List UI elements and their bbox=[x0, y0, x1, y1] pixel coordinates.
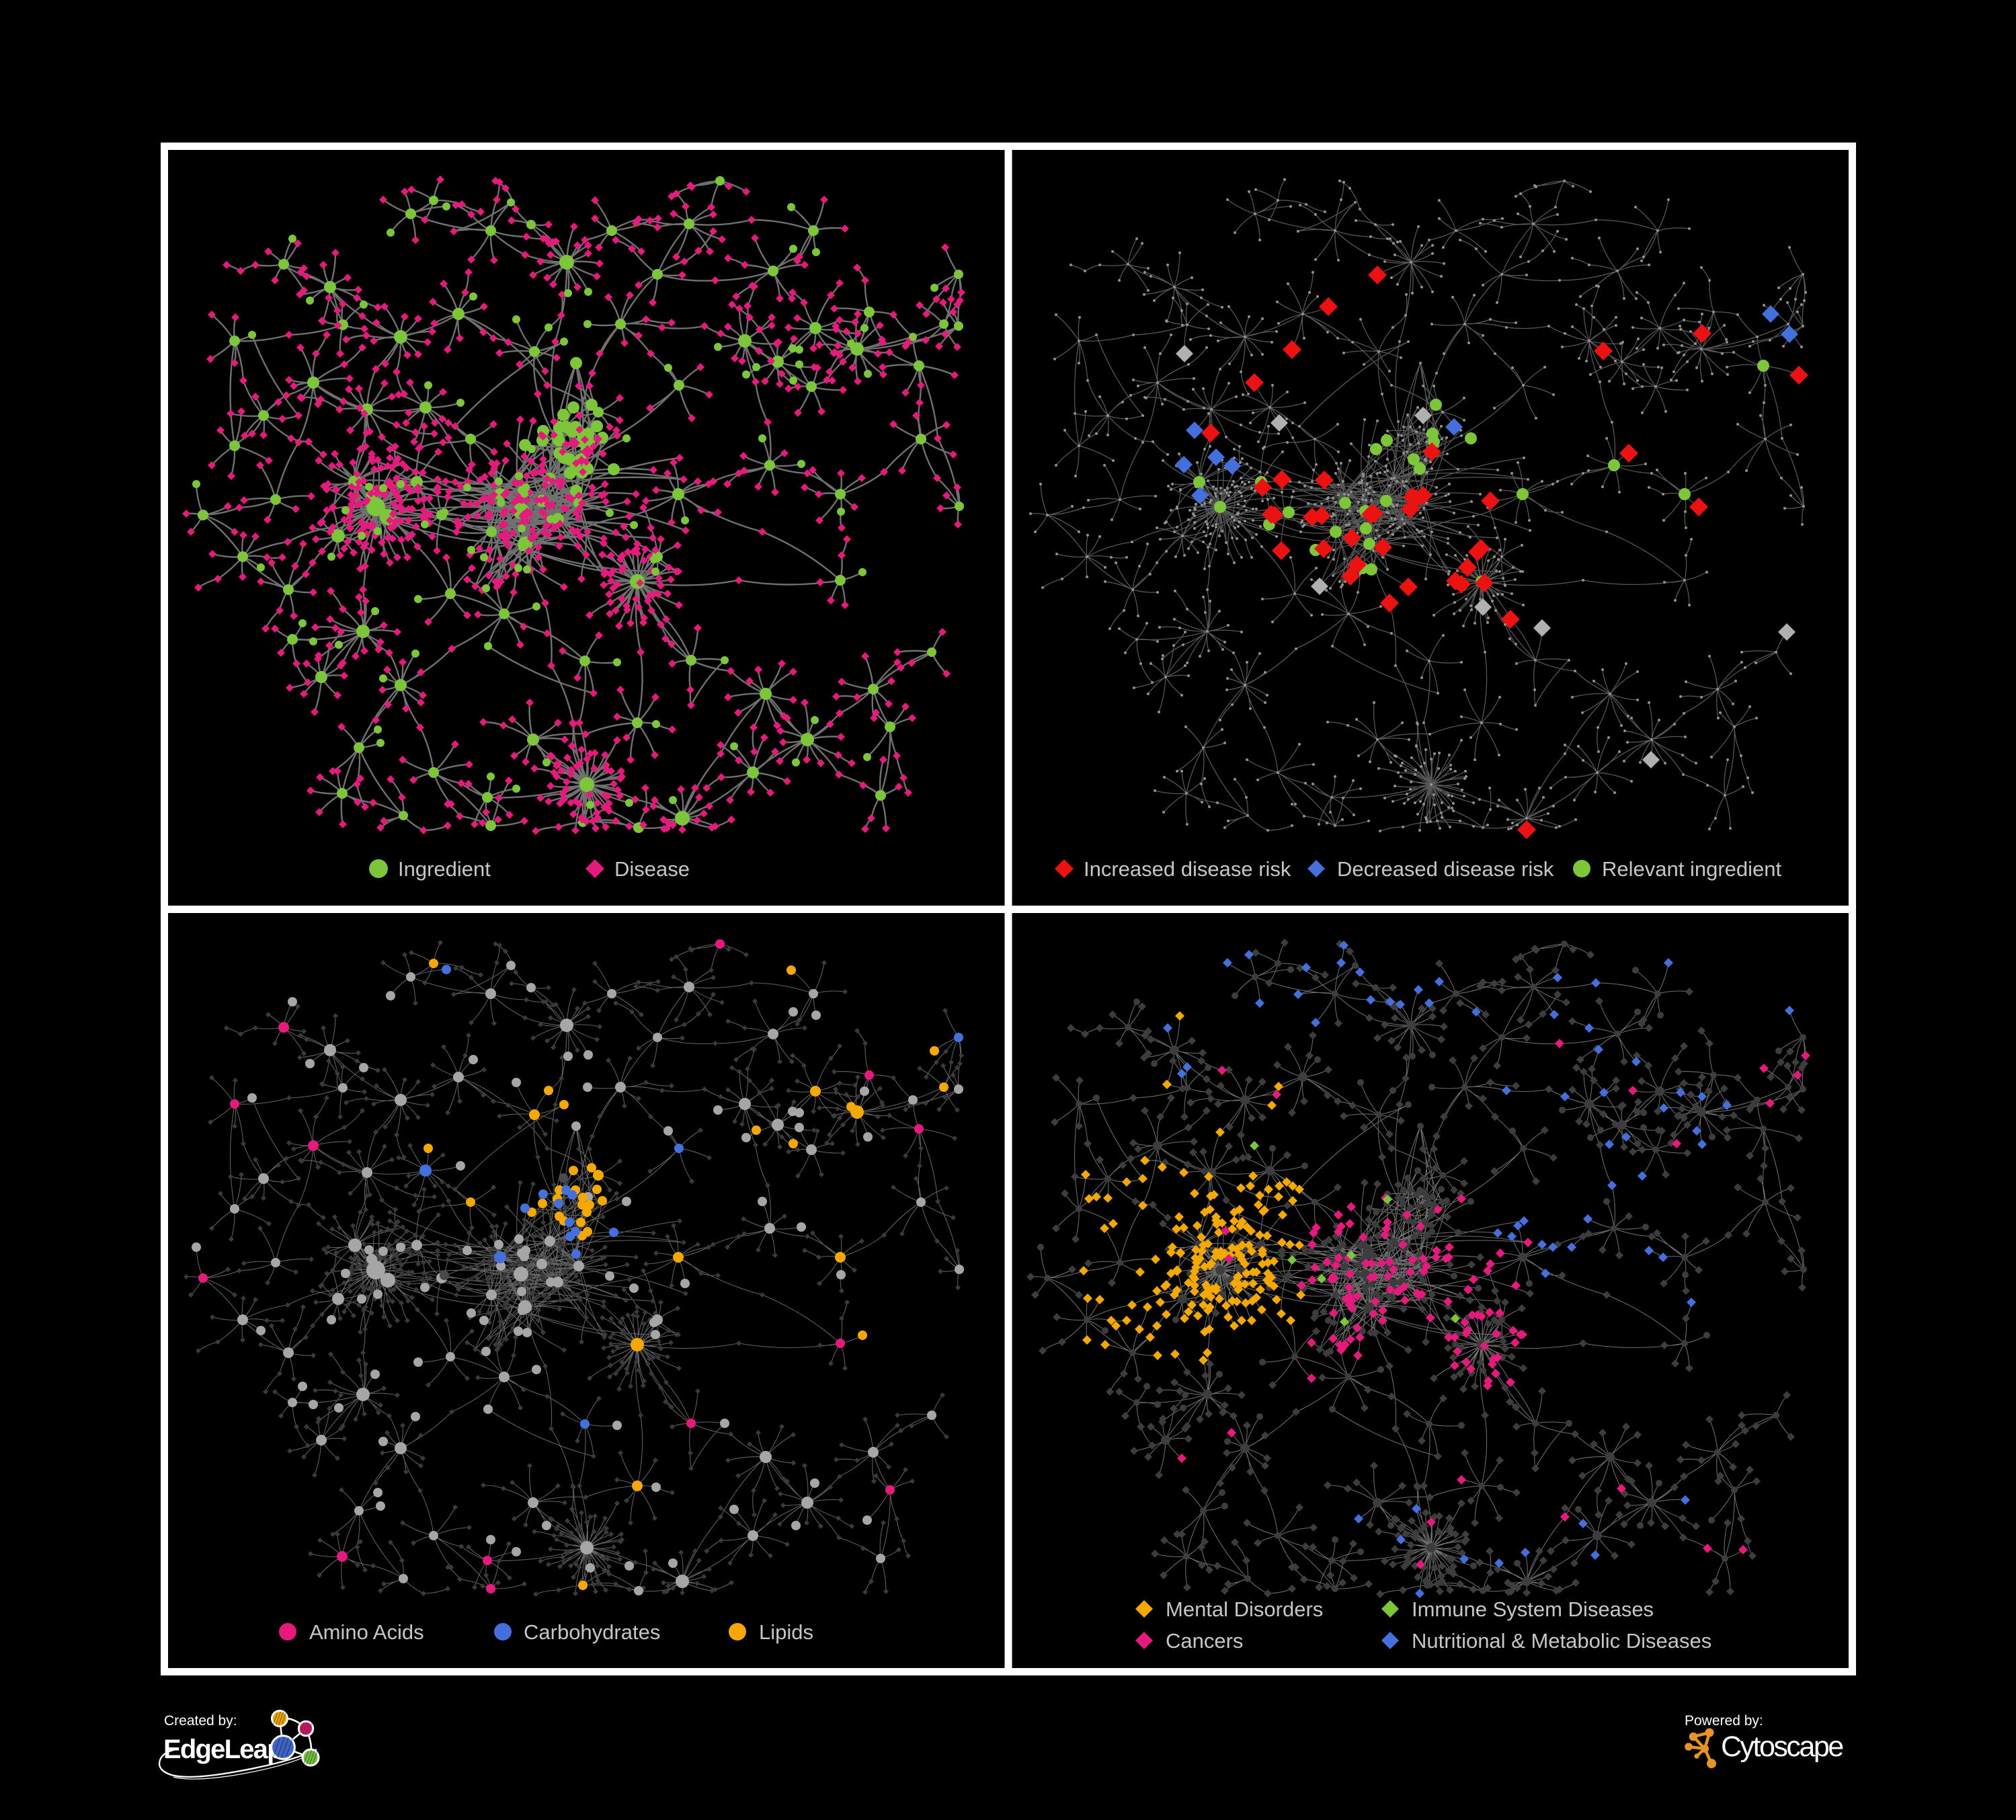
svg-text:Powered by:: Powered by: bbox=[1685, 1713, 1763, 1729]
svg-text:Amino Acids: Amino Acids bbox=[309, 1620, 424, 1644]
svg-text:Cytoscape: Cytoscape bbox=[1721, 1731, 1843, 1763]
svg-text:Nutritional & Metabolic Diseas: Nutritional & Metabolic Diseases bbox=[1412, 1629, 1711, 1653]
svg-text:Relevant ingredient: Relevant ingredient bbox=[1602, 857, 1782, 881]
svg-text:Lipids: Lipids bbox=[759, 1620, 813, 1644]
svg-text:Created by:: Created by: bbox=[164, 1713, 237, 1729]
svg-text:Disease: Disease bbox=[614, 857, 690, 881]
svg-text:Cancers: Cancers bbox=[1166, 1629, 1243, 1653]
svg-text:Mental Disorders: Mental Disorders bbox=[1166, 1597, 1323, 1621]
svg-text:EdgeLeap: EdgeLeap bbox=[163, 1735, 282, 1764]
svg-text:Ingredient: Ingredient bbox=[398, 857, 491, 881]
svg-text:Carbohydrates: Carbohydrates bbox=[524, 1620, 660, 1644]
svg-text:Decreased disease risk: Decreased disease risk bbox=[1337, 857, 1554, 881]
svg-text:Immune System Diseases: Immune System Diseases bbox=[1412, 1597, 1654, 1621]
svg-text:Increased disease risk: Increased disease risk bbox=[1084, 857, 1291, 881]
